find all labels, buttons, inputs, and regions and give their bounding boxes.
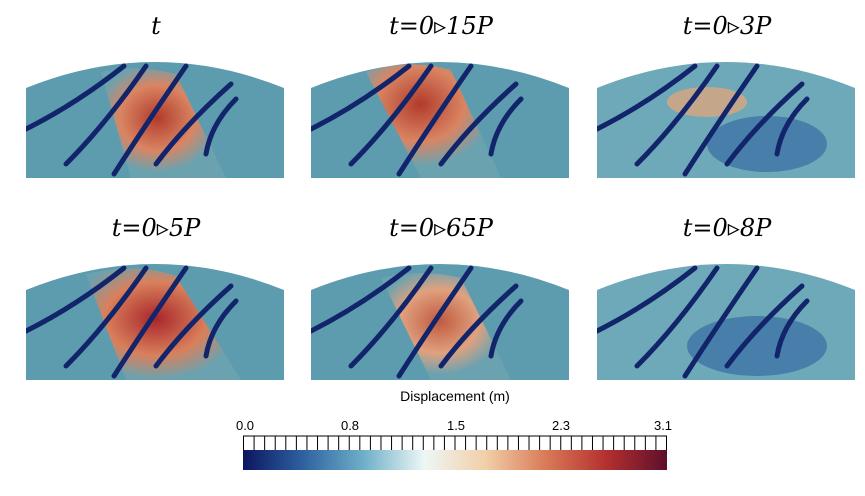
displacement-map [597,62,855,178]
panel-title: t=0▹5P [111,214,201,242]
displacement-map [311,62,569,178]
panel-title: t=0▹65P [389,214,493,242]
colorbar: Displacement (m) 0.0 0.8 1.5 2.3 3.1 [236,388,672,478]
panel-2: t=0▹15P [311,12,571,212]
colorbar-title: Displacement (m) [400,388,510,404]
panel-title: t=0▹8P [682,214,772,242]
panel-1: t [26,12,286,212]
colorbar-tick-label: 0.0 [235,418,255,433]
colorbar-tick-label: 2.3 [551,418,571,433]
displacement-map [26,62,284,178]
colorbar-gradient [243,450,667,470]
displacement-map [597,264,855,380]
colorbar-ticks [243,435,667,450]
displacement-map [26,264,284,380]
panel-title: t=0▹3P [682,12,772,40]
panel-title: t [151,12,161,40]
displacement-map [311,264,569,380]
panel-4: t=0▹5P [26,214,286,414]
colorbar-tick-label: 0.8 [340,418,360,433]
panel-5: t=0▹65P [311,214,571,414]
colorbar-tick-label: 1.5 [446,418,466,433]
colorbar-tick-label: 3.1 [653,418,673,433]
panel-3: t=0▹3P [597,12,857,212]
panel-6: t=0▹8P [597,214,857,414]
panel-title: t=0▹15P [389,12,493,40]
